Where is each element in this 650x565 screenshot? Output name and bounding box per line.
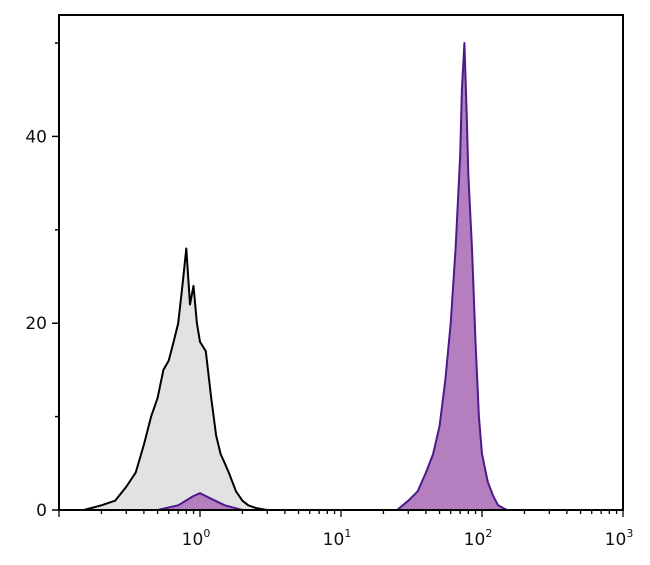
x-tick-label: 101 xyxy=(323,527,352,550)
x-tick-label: 102 xyxy=(464,527,493,550)
x-tick-label: 100 xyxy=(182,527,211,550)
y-tick-label: 0 xyxy=(36,501,47,521)
histogram-series-2 xyxy=(396,42,508,511)
y-tick-label: 20 xyxy=(25,314,47,334)
y-tick-label: 40 xyxy=(25,127,47,147)
plot-frame xyxy=(58,14,624,511)
x-tick-label: 103 xyxy=(605,527,634,550)
histogram-series-1 xyxy=(82,247,269,511)
